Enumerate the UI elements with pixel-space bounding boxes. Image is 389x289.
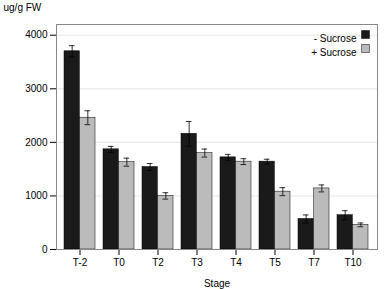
svg-text:ug/g FW: ug/g FW	[4, 2, 42, 13]
svg-text:T7: T7	[308, 257, 320, 268]
svg-text:T-2: T-2	[73, 257, 88, 268]
svg-text:T3: T3	[191, 257, 203, 268]
svg-text:1000: 1000	[25, 190, 48, 201]
svg-text:2000: 2000	[25, 137, 48, 148]
svg-text:3000: 3000	[25, 83, 48, 94]
svg-text:T0: T0	[113, 257, 125, 268]
svg-text:T2: T2	[152, 257, 164, 268]
svg-text:T10: T10	[344, 257, 362, 268]
svg-text:T5: T5	[269, 257, 281, 268]
svg-text:Stage: Stage	[204, 278, 231, 289]
svg-text:0: 0	[42, 244, 48, 255]
svg-text:4000: 4000	[25, 29, 48, 40]
svg-text:+ Sucrose: + Sucrose	[311, 47, 357, 58]
svg-text:T4: T4	[230, 257, 242, 268]
svg-text:- Sucrose: - Sucrose	[314, 33, 357, 44]
